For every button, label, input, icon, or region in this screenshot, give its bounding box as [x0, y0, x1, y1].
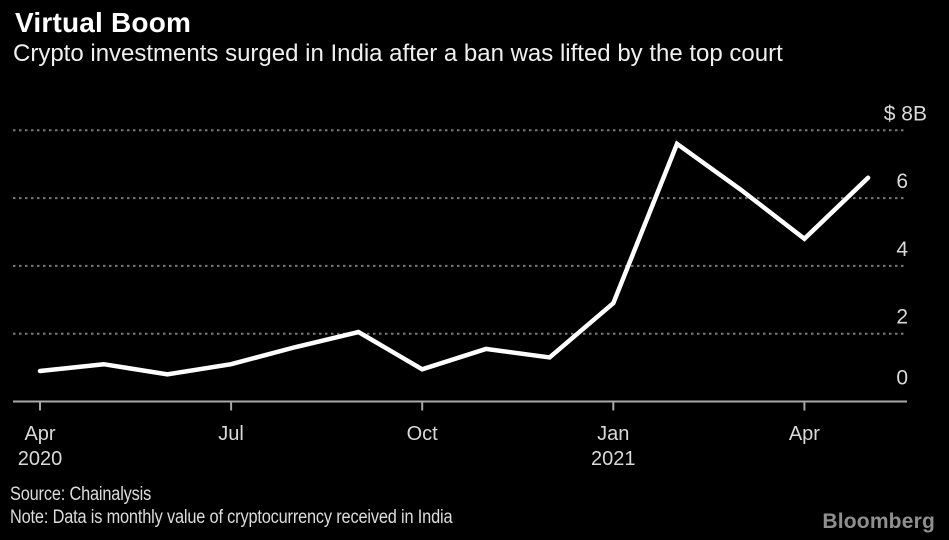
x-tick-sublabel: 2020 — [18, 448, 63, 470]
chart-title: Virtual Boom — [15, 7, 192, 38]
bloomberg-logo: Bloomberg — [822, 510, 935, 533]
source-text: Source: Chainalysis — [10, 484, 152, 505]
y-tick-label: $ 8B — [884, 102, 927, 125]
x-tick-label: Jul — [218, 423, 244, 445]
data-series — [37, 140, 871, 377]
x-tick-label: Apr — [24, 423, 55, 445]
axis-labels: Apr 2020 Jul Oct Jan 2021 Apr $ 8B 6 4 2 0 — [18, 102, 927, 470]
y-tick-label: 6 — [896, 170, 908, 193]
x-axis — [13, 400, 907, 411]
data-line — [37, 140, 871, 377]
x-tick-label: Oct — [407, 423, 439, 445]
x-tick-label: Jan — [597, 423, 629, 445]
y-tick-label: 2 — [896, 306, 908, 329]
x-tick-sublabel: 2021 — [591, 448, 636, 470]
y-tick-label: 4 — [896, 238, 908, 261]
chart-subtitle: Crypto investments surged in India after… — [13, 40, 783, 67]
x-tick-label: Apr — [789, 423, 820, 445]
gridlines — [13, 129, 907, 335]
note-text: Note: Data is monthly value of cryptocur… — [10, 507, 453, 528]
y-tick-label: 0 — [896, 367, 908, 390]
